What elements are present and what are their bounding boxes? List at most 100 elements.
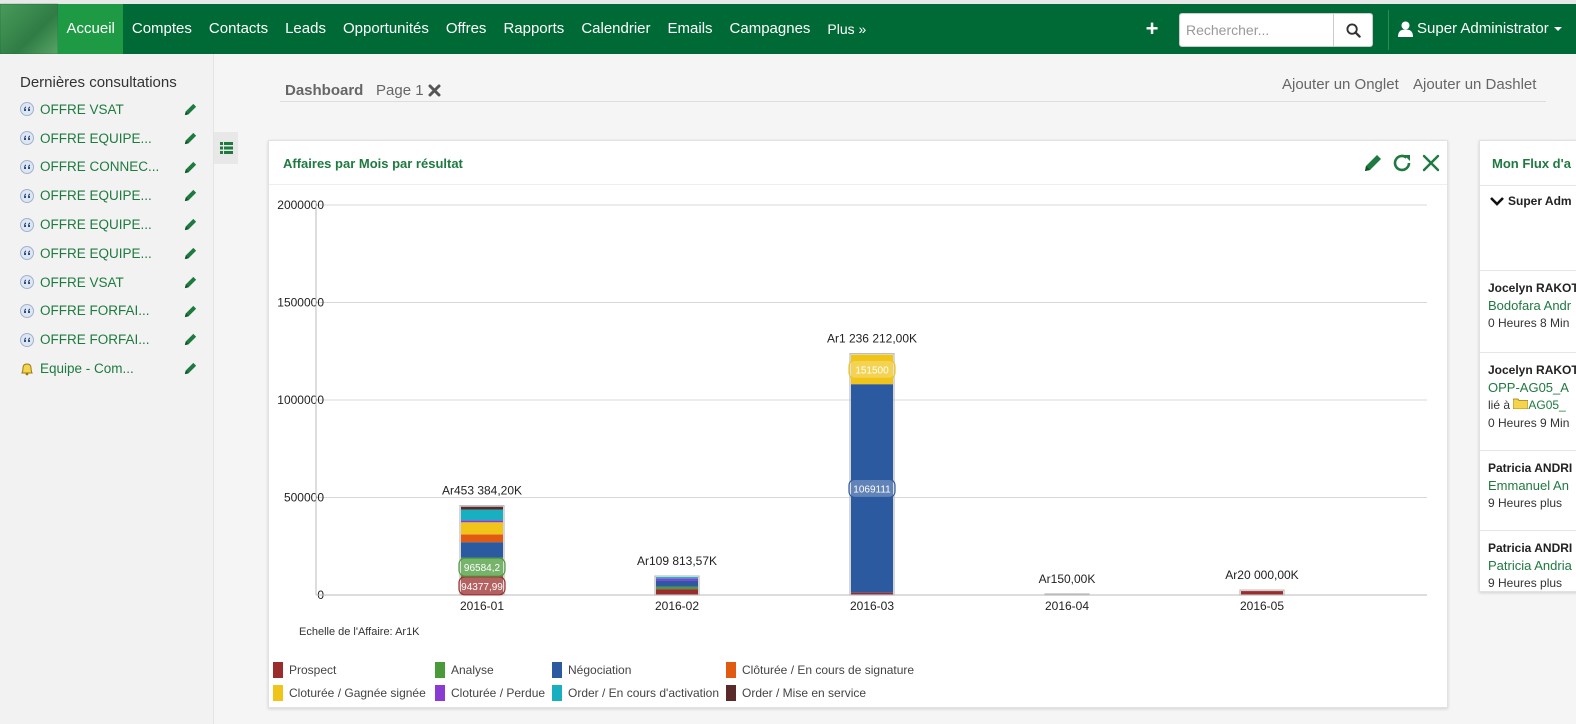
recent-item-label[interactable]: OFFRE VSAT [40,274,124,290]
sidebar-toggle[interactable] [214,132,238,164]
recent-item-label[interactable]: OFFRE CONNEC... [40,159,160,175]
stream-entry-time: 0 Heures 9 Min [1488,416,1570,430]
main-nav: Accueil Comptes Contacts Leads Opportunités O… [58,4,875,54]
legend-item[interactable]: Analyse [435,661,494,679]
legend-item[interactable]: Négociation [552,661,631,679]
recent-item-label[interactable]: OFFRE FORFAI... [40,303,150,319]
recent-item[interactable]: OFFRE EQUIPE... [20,239,198,268]
recent-item[interactable]: OFFRE VSAT [20,268,198,297]
x-tick-label: 2016-05 [1240,599,1284,613]
stream-entry-author[interactable]: Jocelyn RAKOT [1488,363,1576,377]
recent-item[interactable]: OFFRE EQUIPE... [20,210,198,239]
caret-down-icon [1553,27,1562,31]
bar-outline [654,575,700,596]
edit-pencil-icon[interactable] [183,275,198,290]
quote-icon [20,332,34,347]
stream-entry-author[interactable]: Patricia ANDRI [1488,461,1573,475]
recent-item[interactable]: OFFRE FORFAI... [20,325,198,354]
recent-item-label[interactable]: OFFRE EQUIPE... [40,188,152,204]
nav-item-offres[interactable]: Offres [445,20,487,37]
legend-swatch [435,662,445,678]
stream-entry-link[interactable]: Emmanuel An [1488,478,1569,493]
company-logo[interactable] [0,4,58,54]
nav-item-campagnes[interactable]: Campagnes [729,20,811,37]
nav-item-comptes[interactable]: Comptes [131,20,192,37]
close-dashlet-icon[interactable] [1420,152,1442,174]
x-tick-label: 2016-02 [655,599,699,613]
y-tick-label: 500000 [284,491,324,505]
stream-entry-author[interactable]: Jocelyn RAKOT [1488,281,1576,295]
edit-pencil-icon[interactable] [183,160,198,175]
stream-entry-link[interactable]: Bodofara Andr [1488,298,1572,313]
recent-item-label[interactable]: OFFRE EQUIPE... [40,217,152,233]
dashlet-title: Affaires par Mois par résultat [283,156,463,171]
stream-entry-time: 0 Heures 8 Min [1488,316,1570,330]
edit-pencil-icon[interactable] [183,102,198,117]
quote-icon [20,102,34,117]
bar-total-label: Ar109 813,57K [637,554,717,568]
nav-item-accueil[interactable]: Accueil [58,4,124,54]
nav-item-calendrier[interactable]: Calendrier [581,20,651,37]
tab-page-1[interactable]: Page 1 [376,82,441,99]
refresh-icon[interactable] [1391,152,1413,174]
quote-icon [20,275,34,290]
bar-segment [851,354,893,385]
stream-entry-author[interactable]: Patricia ANDRI [1488,541,1573,555]
legend-item[interactable]: Cloturée / Gagnée signée [273,684,426,702]
recent-item[interactable]: OFFRE FORFAI... [20,297,198,326]
tab-dashboard[interactable]: Dashboard [285,82,364,99]
legend-label: Order / En cours d'activation [568,686,720,700]
close-tab-icon[interactable] [428,84,441,97]
edit-pencil-icon[interactable] [183,188,198,203]
legend-label: Négociation [568,663,632,677]
nav-item-leads[interactable]: Leads [285,20,326,37]
edit-pencil-icon[interactable] [183,361,198,376]
edit-pencil-icon[interactable] [183,304,198,319]
stream-entry-related-link[interactable]: AG05_ [1528,398,1566,412]
search-input[interactable] [1179,13,1334,47]
edit-dashlet-icon[interactable] [1362,152,1384,174]
add-tab-link[interactable]: Ajouter un Onglet [1282,76,1399,93]
bar-total-label: Ar1 236 212,00K [827,332,917,346]
edit-pencil-icon[interactable] [183,131,198,146]
recent-item-label[interactable]: OFFRE FORFAI... [40,332,150,348]
user-menu[interactable]: Super Administrator [1398,4,1563,54]
nav-more-menu[interactable]: Plus » [827,21,867,37]
recent-item-label[interactable]: OFFRE EQUIPE... [40,130,152,146]
recent-item-label[interactable]: Equipe - Com... [40,361,134,377]
recent-item[interactable]: OFFRE VSAT [20,95,198,124]
recent-item-label[interactable]: OFFRE EQUIPE... [40,245,152,261]
nav-item-rapports[interactable]: Rapports [503,20,565,37]
stream-filter[interactable]: Super Adm [1490,194,1572,208]
recent-item-label[interactable]: OFFRE VSAT [40,101,124,117]
nav-item-opportunit-s[interactable]: Opportunités [342,20,429,37]
add-dashlet-link[interactable]: Ajouter un Dashlet [1413,76,1537,93]
edit-pencil-icon[interactable] [183,217,198,232]
stream-entry-link[interactable]: Patricia Andria [1488,558,1572,573]
bar-segment [461,542,503,558]
recent-item[interactable]: OFFRE EQUIPE... [20,181,198,210]
nav-item-emails[interactable]: Emails [667,20,713,37]
bar-outline [1044,593,1090,596]
legend-item[interactable]: Cloturée / Perdue [435,684,545,702]
list-icon [219,142,233,154]
recent-views-title: Dernières consultations [20,74,177,91]
legend-item[interactable]: Prospect [273,661,336,679]
stream-entry-link[interactable]: OPP-AG05_A [1488,380,1569,395]
recent-item[interactable]: OFFRE EQUIPE... [20,124,198,153]
top-navigation-bar: Accueil Comptes Contacts Leads Opportunités O… [0,0,1576,54]
legend-swatch [552,662,562,678]
legend-item[interactable]: Order / En cours d'activation [552,684,719,702]
segment-label-box [458,557,506,577]
stream-entry-related-label: lié à [1488,398,1511,412]
legend-item[interactable]: Clôturée / En cours de signature [726,661,914,679]
nav-item-contacts[interactable]: Contacts [208,20,269,37]
search-button[interactable] [1334,13,1373,47]
legend-item[interactable]: Order / Mise en service [726,684,866,702]
recent-item[interactable]: Equipe - Com... [20,354,198,383]
recent-item[interactable]: OFFRE CONNEC... [20,153,198,182]
stream-divider [1480,270,1576,271]
edit-pencil-icon[interactable] [183,246,198,261]
edit-pencil-icon[interactable] [183,332,198,347]
quick-create-plus-icon[interactable]: + [1145,16,1159,41]
